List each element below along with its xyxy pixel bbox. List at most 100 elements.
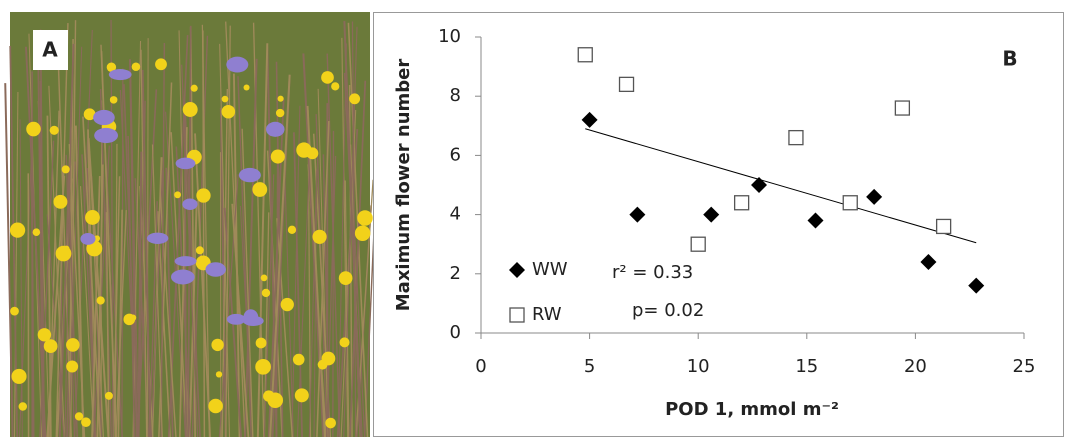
- bellflower: [176, 158, 196, 170]
- yellow-flower: [56, 246, 72, 262]
- yellow-flower: [244, 84, 250, 90]
- yellow-flower: [208, 399, 223, 414]
- yellow-flower: [66, 338, 80, 352]
- bellflower: [182, 199, 197, 210]
- point: [620, 77, 634, 91]
- yellow-flower: [10, 307, 19, 316]
- panel-label: B: [1002, 47, 1017, 71]
- bellflower: [239, 168, 261, 182]
- x-tick-label: 20: [904, 356, 927, 377]
- bellflower: [175, 256, 197, 266]
- y-tick-label: 10: [438, 26, 461, 47]
- yellow-flower: [278, 96, 284, 102]
- yellow-flower: [256, 338, 267, 349]
- annotation: r² = 0.33: [612, 262, 693, 283]
- yellow-flower: [331, 82, 339, 90]
- point: [895, 101, 909, 115]
- yellow-flower: [97, 296, 105, 304]
- yellow-flower: [281, 298, 294, 311]
- yellow-flower: [62, 165, 70, 173]
- yellow-flower: [105, 392, 113, 400]
- yellow-flower: [132, 62, 141, 71]
- yellow-flower: [10, 222, 25, 237]
- yellow-flower: [50, 126, 59, 135]
- yellow-flower: [123, 314, 135, 326]
- point: [937, 219, 951, 233]
- y-tick-label: 2: [450, 263, 461, 284]
- yellow-flower: [66, 361, 78, 373]
- yellow-flower: [288, 226, 296, 234]
- yellow-flower: [216, 371, 222, 377]
- yellow-flower: [85, 210, 100, 225]
- x-tick-label: 25: [1013, 356, 1036, 377]
- yellow-flower: [339, 271, 353, 285]
- yellow-flower: [44, 339, 58, 353]
- yellow-flower: [11, 369, 26, 384]
- yellow-flower: [255, 359, 271, 375]
- yellow-flower: [312, 230, 326, 244]
- yellow-flower: [262, 289, 270, 297]
- bellflower: [171, 270, 195, 285]
- y-tick-label: 4: [450, 204, 461, 225]
- yellow-flower: [276, 109, 284, 117]
- x-tick-label: 15: [795, 356, 818, 377]
- yellow-flower: [325, 418, 336, 429]
- point: [789, 131, 803, 145]
- yellow-flower: [295, 388, 309, 402]
- y-tick-label: 0: [450, 322, 461, 343]
- bellflower: [227, 314, 246, 325]
- yellow-flower: [33, 228, 41, 236]
- yellow-flower: [321, 71, 334, 84]
- yellow-flower: [252, 182, 267, 197]
- bellflower: [80, 233, 95, 245]
- yellow-flower: [81, 417, 91, 427]
- panel-label: A: [42, 38, 58, 62]
- yellow-flower: [155, 58, 167, 70]
- yellow-flower: [53, 195, 67, 209]
- yellow-flower: [267, 392, 283, 408]
- bellflower: [226, 57, 248, 73]
- y-tick-label: 8: [450, 85, 461, 106]
- x-tick-label: 0: [475, 356, 486, 377]
- yellow-flower: [340, 337, 350, 347]
- bellflower: [109, 69, 132, 80]
- bellflower: [94, 128, 118, 143]
- yellow-flower: [196, 188, 210, 202]
- yellow-flower: [174, 191, 181, 198]
- yellow-flower: [293, 354, 305, 366]
- yellow-flower: [222, 96, 229, 103]
- point: [578, 48, 592, 62]
- legend-label: RW: [532, 304, 562, 325]
- bellflower: [147, 233, 168, 244]
- yellow-flower: [191, 85, 198, 92]
- yellow-flower: [211, 339, 223, 351]
- yellow-flower: [196, 246, 204, 254]
- annotation: p= 0.02: [632, 300, 704, 321]
- yellow-flower: [183, 102, 198, 117]
- bellflower: [205, 262, 226, 277]
- yellow-flower: [355, 226, 370, 241]
- yellow-flower: [322, 352, 336, 366]
- legend-label: WW: [532, 259, 568, 280]
- y-axis-title: Maximum flower number: [393, 59, 414, 312]
- yellow-flower: [110, 96, 118, 104]
- point: [735, 196, 749, 210]
- yellow-flower: [261, 275, 268, 282]
- y-tick-label: 6: [450, 144, 461, 165]
- yellow-flower: [349, 93, 360, 104]
- yellow-flower: [26, 122, 41, 137]
- legend-marker: [510, 308, 524, 322]
- x-tick-label: 10: [687, 356, 710, 377]
- x-tick-label: 5: [584, 356, 595, 377]
- point: [843, 196, 857, 210]
- yellow-flower: [296, 142, 311, 157]
- yellow-flower: [19, 402, 27, 410]
- x-axis-title: POD 1, mmol m⁻²: [665, 399, 839, 420]
- yellow-flower: [357, 210, 373, 226]
- bellflower: [243, 309, 258, 325]
- yellow-flower: [271, 150, 285, 164]
- bellflower: [266, 122, 285, 137]
- point: [691, 237, 705, 251]
